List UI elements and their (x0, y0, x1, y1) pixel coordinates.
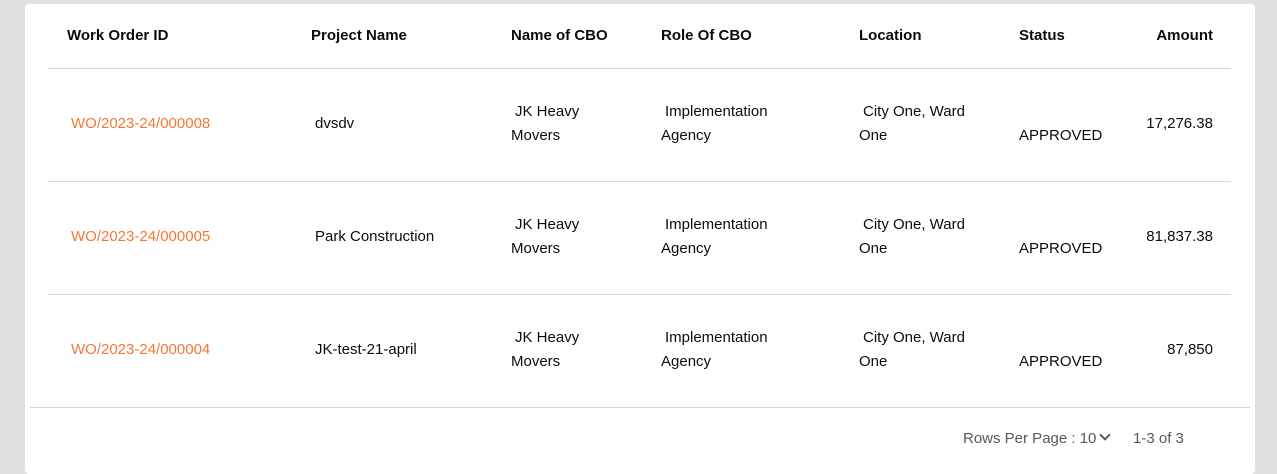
cbo-role-line2: Agency (661, 127, 712, 144)
amount: 87,850 (1167, 341, 1213, 358)
cbo-role-line2: Agency (661, 240, 712, 257)
header-project-name[interactable]: Project Name (311, 27, 407, 44)
location-line1: City One, Ward (863, 216, 965, 233)
amount: 81,837.38 (1146, 228, 1213, 245)
location-line2: One (859, 127, 888, 144)
header-cbo-role[interactable]: Role Of CBO (661, 27, 752, 44)
cbo-name-line2: Movers (511, 353, 561, 370)
header-work-order-id[interactable]: Work Order ID (67, 27, 169, 44)
location: City One, Ward One (859, 326, 965, 374)
location-line1: City One, Ward (863, 329, 965, 346)
header-amount[interactable]: Amount (1156, 27, 1213, 44)
location-line2: One (859, 353, 888, 370)
rows-per-page-select[interactable]: Rows Per Page : 10 (963, 429, 1112, 447)
rows-per-page-label: Rows Per Page : 10 (963, 430, 1097, 447)
header-location[interactable]: Location (859, 27, 922, 44)
work-orders-table-card: Work Order ID Project Name Name of CBO R… (25, 4, 1255, 474)
cbo-name: JK Heavy Movers (511, 100, 579, 148)
divider (48, 181, 1231, 182)
cbo-role: Implementation Agency (661, 100, 768, 148)
cbo-name: JK Heavy Movers (511, 326, 579, 374)
table-row: WO/2023-24/000008 dvsdv JK Heavy Movers I… (25, 68, 1255, 181)
pagination-range: 1-3 of 3 (1133, 430, 1184, 447)
cbo-name-line2: Movers (511, 240, 561, 257)
project-name: JK-test-21-april (315, 341, 417, 358)
divider (48, 294, 1231, 295)
divider (30, 407, 1250, 408)
location: City One, Ward One (859, 100, 965, 148)
table-row: WO/2023-24/000004 JK-test-21-april JK He… (25, 294, 1255, 407)
cbo-name-line1: JK Heavy (515, 216, 580, 233)
table-row: WO/2023-24/000005 Park Construction JK H… (25, 181, 1255, 294)
cbo-role: Implementation Agency (661, 326, 768, 374)
cbo-name: JK Heavy Movers (511, 213, 579, 261)
cbo-role: Implementation Agency (661, 213, 768, 261)
project-name: dvsdv (315, 115, 355, 132)
amount: 17,276.38 (1146, 115, 1213, 132)
work-order-id-link[interactable]: WO/2023-24/000004 (71, 341, 211, 358)
cbo-name-line1: JK Heavy (515, 329, 580, 346)
status-text: APPROVED (1019, 353, 1103, 370)
cbo-name-line2: Movers (511, 127, 561, 144)
cbo-role-line1: Implementation (665, 329, 768, 346)
header-status[interactable]: Status (1019, 27, 1065, 44)
work-order-id-link[interactable]: WO/2023-24/000005 (71, 228, 211, 245)
location: City One, Ward One (859, 213, 965, 261)
divider (48, 68, 1231, 69)
status-text: APPROVED (1019, 240, 1103, 257)
cbo-role-line1: Implementation (665, 103, 768, 120)
header-cbo-name[interactable]: Name of CBO (511, 27, 608, 44)
cbo-name-line1: JK Heavy (515, 103, 580, 120)
cbo-role-line1: Implementation (665, 216, 768, 233)
work-order-id-link[interactable]: WO/2023-24/000008 (71, 115, 211, 132)
location-line2: One (859, 240, 888, 257)
chevron-down-icon (1099, 429, 1112, 441)
project-name: Park Construction (315, 228, 435, 245)
cbo-role-line2: Agency (661, 353, 712, 370)
location-line1: City One, Ward (863, 103, 965, 120)
table-header: Work Order ID Project Name Name of CBO R… (25, 4, 1255, 68)
status-text: APPROVED (1019, 127, 1103, 144)
